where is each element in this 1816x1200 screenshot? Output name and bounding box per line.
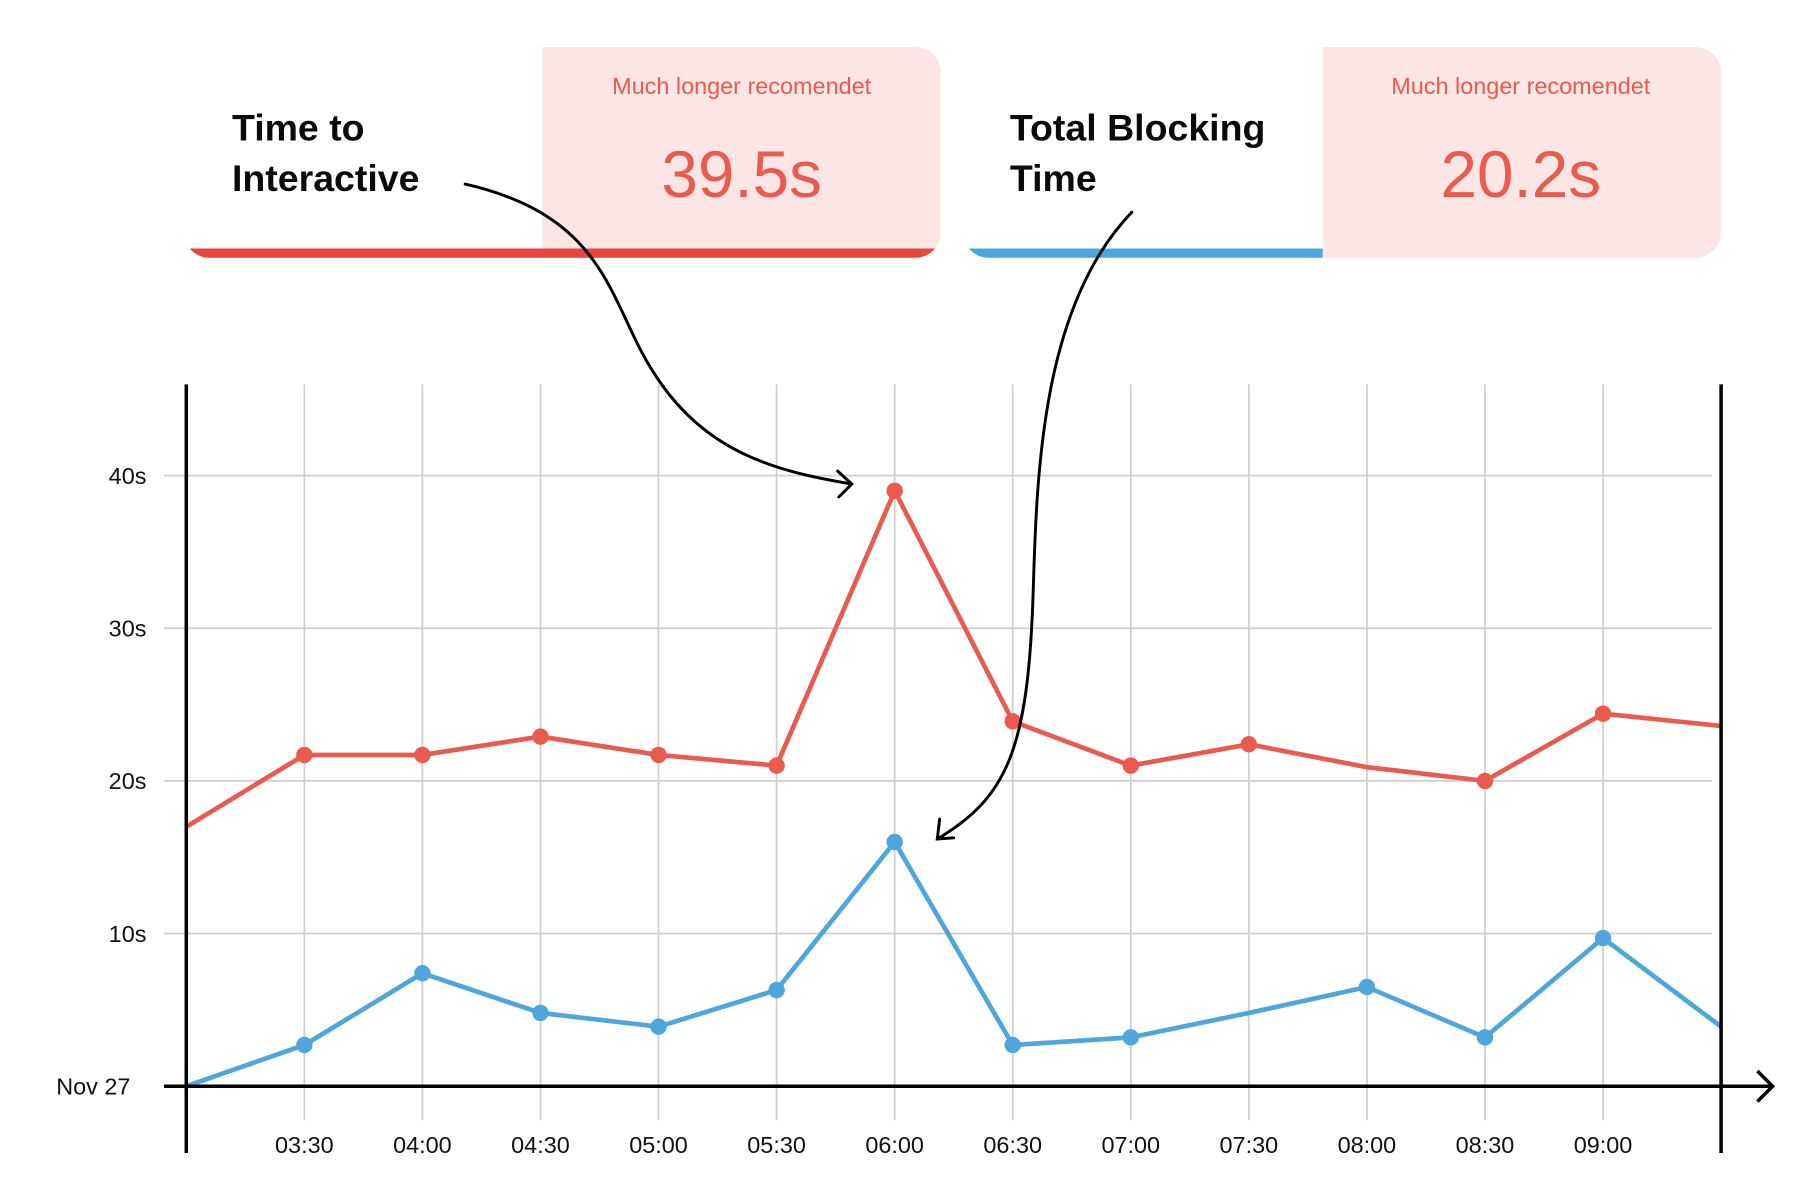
annotation-arrow-tti — [463, 182, 854, 486]
data-point — [1594, 705, 1612, 722]
data-point — [532, 728, 549, 745]
card-title-line: Time to — [232, 107, 365, 149]
data-point — [1476, 772, 1494, 790]
x-tick-label: 04:30 — [511, 1132, 570, 1158]
card-accent-bar — [963, 248, 1323, 258]
card-title-line: Interactive — [232, 157, 420, 199]
card-note: Much longer recomendet — [1391, 73, 1651, 99]
arrowhead-icon — [836, 469, 854, 499]
series-line-0 — [185, 488, 1722, 829]
card-accent-bar — [183, 248, 941, 258]
x-tick-label: 07:30 — [1220, 1132, 1279, 1158]
x-tick-label: 06:30 — [983, 1132, 1042, 1158]
data-point — [1240, 736, 1258, 753]
data-point — [532, 1004, 549, 1022]
data-point — [1358, 978, 1376, 996]
series-layer — [185, 482, 1723, 1089]
data-point — [1476, 1029, 1494, 1046]
data-point — [650, 746, 667, 764]
data-point — [1004, 1036, 1021, 1054]
data-point — [650, 1018, 667, 1035]
x-tick-label: 05:30 — [747, 1132, 806, 1158]
metric-card-total-blocking-time — [963, 46, 1722, 258]
card-title-line: Total Blocking — [1010, 107, 1265, 149]
y-tick-label: 20s — [109, 768, 147, 794]
data-point — [414, 965, 431, 982]
y-tick-label: 40s — [109, 463, 147, 489]
x-tick-label: 08:30 — [1456, 1132, 1515, 1158]
metric-card-time-to-interactive — [183, 46, 941, 258]
data-point — [886, 482, 903, 500]
tick-labels: 10s 20s 30s 40s 03:30 04:00 04:30 05:00 05:30 06:… — [109, 463, 1633, 1158]
x-tick-label: 07:00 — [1101, 1132, 1160, 1158]
data-point — [768, 757, 785, 774]
x-tick-label: 05:00 — [629, 1132, 688, 1158]
card-value-panel — [542, 46, 941, 258]
data-point — [296, 1036, 313, 1054]
card-title-line: Time — [1010, 157, 1097, 199]
card-value: 20.2s — [1441, 138, 1601, 211]
data-point — [1122, 1029, 1139, 1046]
data-point — [1004, 713, 1021, 730]
x-tick-label: 06:00 — [865, 1132, 924, 1158]
x-axis-arrow-icon — [1756, 1069, 1776, 1103]
card-value-panel — [1322, 46, 1722, 258]
x-tick-label: 08:00 — [1338, 1132, 1397, 1158]
gridlines — [164, 384, 1712, 1121]
y-tick-label: 30s — [109, 615, 147, 641]
data-point — [1122, 757, 1139, 774]
data-point — [886, 833, 903, 851]
data-point — [1594, 929, 1612, 947]
x-tick-label: 04:00 — [393, 1132, 452, 1158]
data-point — [296, 746, 313, 764]
x-tick-label: 09:00 — [1574, 1132, 1633, 1158]
series-line-1 — [185, 839, 1723, 1089]
annotation-arrow-tbt — [935, 210, 1134, 841]
x-tick-label: 03:30 — [275, 1132, 334, 1158]
card-note: Much longer recomendet — [612, 73, 872, 99]
card-value: 39.5s — [661, 138, 822, 211]
data-point — [768, 981, 785, 999]
date-label: Nov 27 — [56, 1073, 130, 1099]
y-tick-label: 10s — [109, 921, 147, 947]
arrowhead-icon — [935, 817, 956, 841]
data-point — [414, 746, 431, 764]
